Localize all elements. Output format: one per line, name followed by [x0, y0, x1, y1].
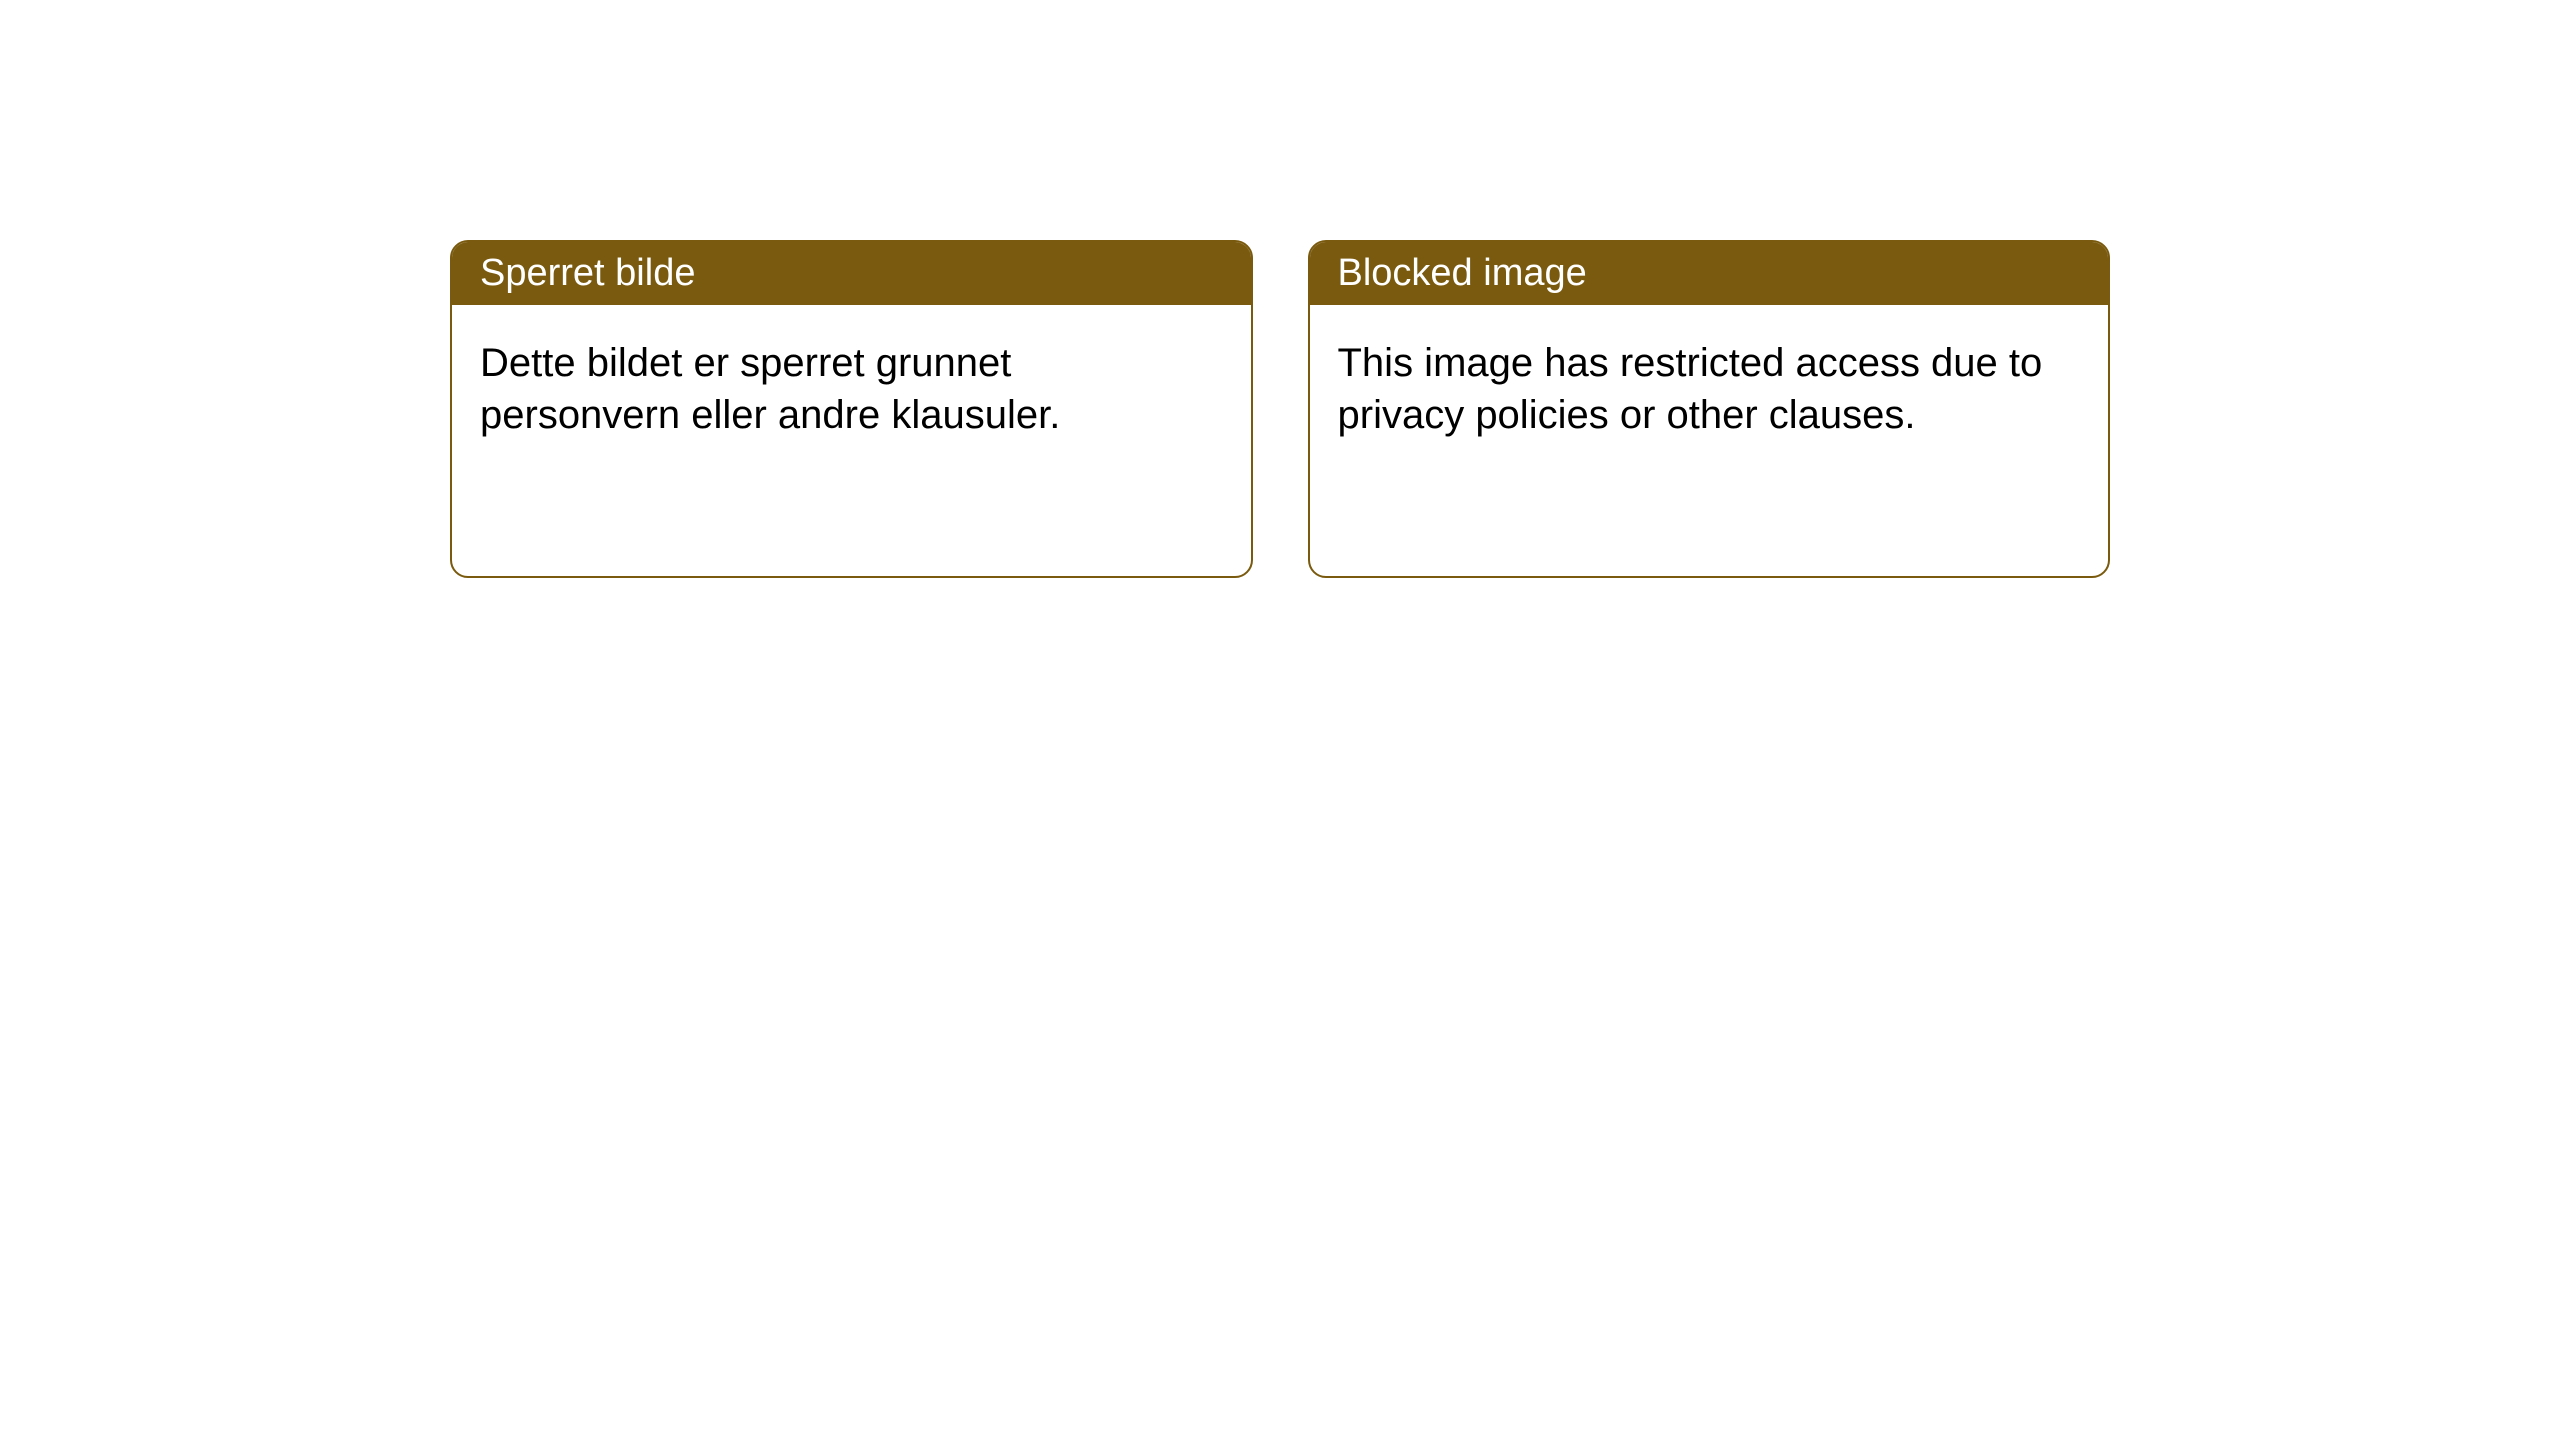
notice-cards-container: Sperret bilde Dette bildet er sperret gr…	[450, 240, 2110, 578]
card-body: Dette bildet er sperret grunnet personve…	[452, 305, 1251, 473]
blocked-image-card-norwegian: Sperret bilde Dette bildet er sperret gr…	[450, 240, 1253, 578]
card-title: Blocked image	[1338, 252, 1587, 294]
card-body-text: Dette bildet er sperret grunnet personve…	[480, 341, 1060, 437]
card-header: Blocked image	[1310, 242, 2109, 305]
card-title: Sperret bilde	[480, 252, 695, 294]
card-body-text: This image has restricted access due to …	[1338, 341, 2043, 437]
card-body: This image has restricted access due to …	[1310, 305, 2109, 473]
blocked-image-card-english: Blocked image This image has restricted …	[1308, 240, 2111, 578]
card-header: Sperret bilde	[452, 242, 1251, 305]
